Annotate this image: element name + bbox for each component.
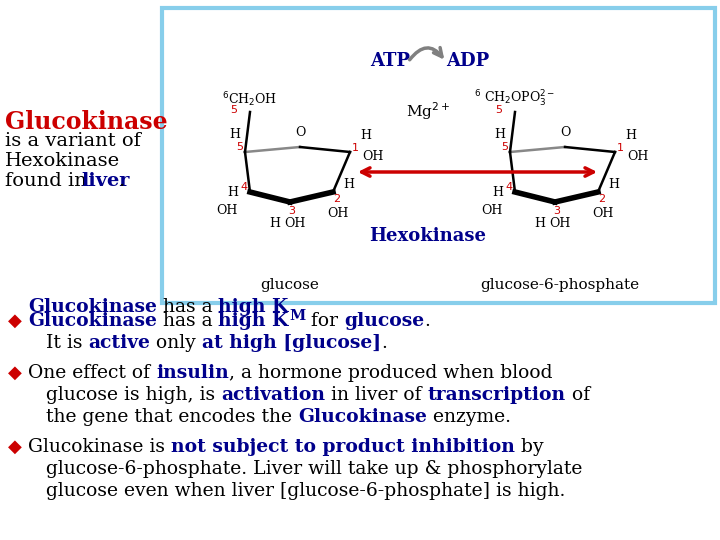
Text: ◆: ◆ (8, 438, 22, 456)
Text: O: O (294, 126, 305, 139)
Text: glucose: glucose (344, 312, 424, 330)
Text: glucose even when liver [glucose-6-phosphate] is high.: glucose even when liver [glucose-6-phosp… (46, 482, 565, 500)
Text: liver: liver (81, 172, 130, 190)
Text: glucose: glucose (261, 278, 320, 292)
Text: is a variant of: is a variant of (5, 132, 141, 150)
Text: M: M (289, 309, 305, 323)
FancyArrowPatch shape (410, 48, 442, 60)
Text: H: H (608, 178, 619, 191)
Text: ◆: ◆ (8, 312, 22, 330)
Text: high K: high K (218, 312, 289, 330)
Text: Glucokinase: Glucokinase (298, 408, 427, 426)
Text: Mg$^{2+}$: Mg$^{2+}$ (406, 100, 450, 122)
Text: O: O (560, 126, 570, 139)
Text: H: H (229, 127, 240, 140)
Text: OH: OH (549, 217, 571, 230)
Text: active: active (89, 334, 150, 352)
Text: 2: 2 (598, 194, 606, 204)
Text: 1: 1 (617, 143, 624, 153)
Text: H: H (343, 178, 354, 191)
Text: 3: 3 (289, 206, 295, 216)
Text: OH: OH (328, 207, 348, 220)
Text: Glucokinase: Glucokinase (5, 110, 168, 134)
Text: 5: 5 (495, 105, 502, 115)
Text: insulin: insulin (156, 364, 229, 382)
Text: has a: has a (157, 312, 218, 330)
Text: in liver of: in liver of (325, 386, 428, 404)
Text: only: only (150, 334, 202, 352)
Text: glucose-6-phosphate: glucose-6-phosphate (480, 278, 639, 292)
Text: OH: OH (284, 217, 306, 230)
Text: for: for (305, 312, 344, 330)
Text: H: H (625, 129, 636, 142)
Text: .: . (424, 312, 430, 330)
Text: OH: OH (593, 207, 613, 220)
Text: enzyme.: enzyme. (427, 408, 511, 426)
Text: high K: high K (218, 312, 289, 330)
Text: H: H (492, 186, 503, 199)
Text: It is: It is (46, 334, 89, 352)
Text: H: H (227, 186, 238, 199)
Text: the gene that encodes the: the gene that encodes the (46, 408, 298, 426)
Text: H: H (269, 217, 281, 230)
Text: has a: has a (157, 298, 218, 316)
Text: .: . (382, 334, 387, 352)
Text: Glucokinase: Glucokinase (28, 312, 157, 330)
FancyBboxPatch shape (162, 8, 715, 303)
Text: 1: 1 (352, 143, 359, 153)
Text: H: H (534, 217, 546, 230)
Text: of: of (566, 386, 590, 404)
Text: ◆: ◆ (8, 364, 22, 382)
Text: 4: 4 (241, 182, 248, 192)
Text: One effect of: One effect of (28, 364, 156, 382)
Text: 4: 4 (506, 182, 513, 192)
Text: has a: has a (157, 312, 218, 330)
Text: OH: OH (217, 204, 238, 217)
Text: transcription: transcription (428, 386, 566, 404)
Text: by: by (515, 438, 544, 456)
Text: OH: OH (627, 151, 649, 164)
Text: high K: high K (218, 298, 289, 316)
Text: Glucokinase is: Glucokinase is (28, 438, 171, 456)
Text: 5: 5 (236, 142, 243, 152)
Text: Glucokinase: Glucokinase (28, 312, 157, 330)
Text: ADP: ADP (446, 52, 490, 70)
Text: ATP: ATP (370, 52, 410, 70)
Text: glucose-6-phosphate. Liver will take up & phosphorylate: glucose-6-phosphate. Liver will take up … (46, 460, 582, 478)
Text: $^6$CH$_2$OH: $^6$CH$_2$OH (222, 90, 277, 109)
Text: .: . (118, 172, 125, 190)
Text: 2: 2 (333, 194, 341, 204)
Text: H: H (360, 129, 371, 142)
Text: activation: activation (221, 386, 325, 404)
Text: , a hormone produced when blood: , a hormone produced when blood (229, 364, 552, 382)
Text: Hexokinase: Hexokinase (5, 152, 120, 170)
Text: found in: found in (5, 172, 93, 190)
Text: not subject to product inhibition: not subject to product inhibition (171, 438, 515, 456)
Text: OH: OH (362, 151, 383, 164)
Text: 5: 5 (230, 105, 237, 115)
Text: at high [glucose]: at high [glucose] (202, 334, 382, 352)
Text: 5: 5 (501, 142, 508, 152)
Text: glucose is high, is: glucose is high, is (46, 386, 221, 404)
Text: $^6$ CH$_2$OPO$_3^{2-}$: $^6$ CH$_2$OPO$_3^{2-}$ (474, 89, 556, 109)
Text: H: H (494, 127, 505, 140)
Text: 3: 3 (554, 206, 560, 216)
Text: Glucokinase: Glucokinase (28, 298, 157, 316)
Text: OH: OH (482, 204, 503, 217)
Text: Hexokinase: Hexokinase (369, 227, 487, 245)
